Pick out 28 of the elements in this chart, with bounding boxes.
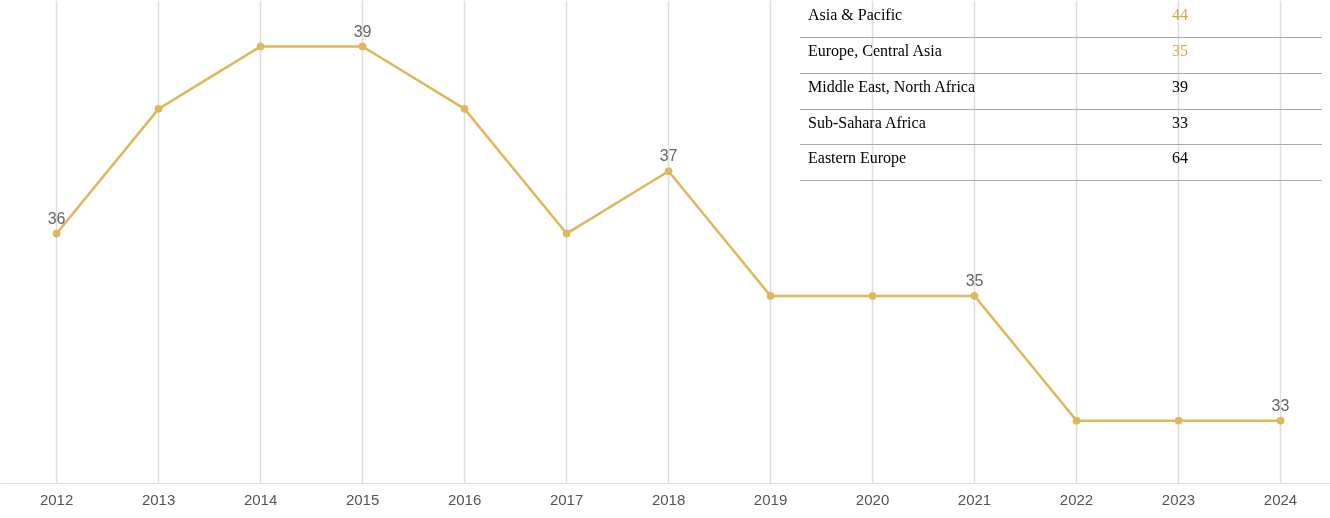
x-tick-label: 2014 [243, 490, 278, 508]
x-tick-label: 2020 [855, 490, 890, 508]
data-label: 33 [1271, 396, 1290, 414]
x-tick-label: 2018 [651, 490, 686, 508]
x-tick-label: 2022 [1059, 490, 1094, 508]
x-tick-label: 2024 [1263, 490, 1298, 508]
category-label: Sub-Sahara Africa [800, 109, 1172, 145]
x-tick-label: 2017 [549, 490, 584, 508]
data-label: 36 [47, 209, 66, 227]
category-label: Middle East, North Africa [800, 73, 1172, 110]
data-label: 64 [1172, 144, 1322, 181]
category-label: Asia & Pacific [800, 2, 1172, 38]
category-label: Europe, Central Asia [800, 37, 1172, 74]
x-tick-label: 2013 [141, 490, 176, 508]
x-tick-label: 2015 [345, 490, 380, 508]
x-tick-label: 2019 [753, 490, 788, 508]
data-label: 39 [353, 22, 372, 40]
data-label: 37 [659, 147, 678, 165]
x-tick-label: 2023 [1161, 490, 1196, 508]
x-tick-label: 2012 [39, 490, 74, 508]
category-label: Eastern Europe [800, 144, 1172, 181]
data-label: 35 [965, 271, 984, 289]
data-label: 35 [1172, 37, 1322, 74]
x-tick-label: 2021 [957, 490, 992, 508]
data-label: 44 [1172, 2, 1322, 38]
x-tick-label: 2016 [447, 490, 482, 508]
data-label: 39 [1172, 73, 1322, 110]
data-label: 33 [1172, 109, 1322, 145]
